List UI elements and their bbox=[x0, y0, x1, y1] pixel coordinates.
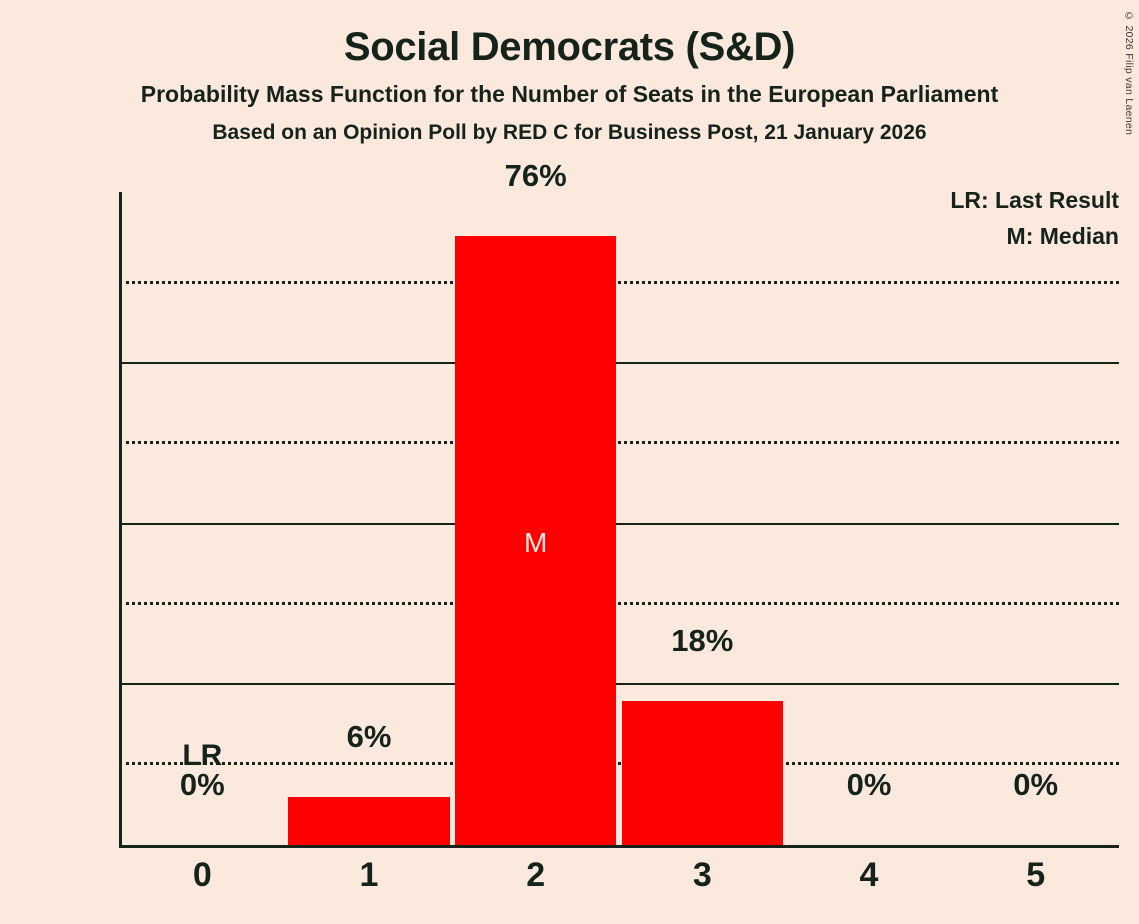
page-title: Social Democrats (S&D) bbox=[343, 25, 796, 69]
plot-area: 20%40%60%0%LR6%76%M18%0%0% bbox=[119, 158, 1119, 848]
bar-seat-1 bbox=[288, 796, 450, 845]
last-result-marker: LR bbox=[182, 738, 223, 772]
title-block: Social Democrats (S&D) Probability Mass … bbox=[0, 0, 1139, 144]
gridline-major bbox=[119, 362, 1119, 365]
x-axis-tick-label-2: 2 bbox=[526, 856, 546, 894]
bar-value-label-3: 18% bbox=[671, 622, 734, 658]
gridline-minor bbox=[119, 761, 1119, 765]
x-axis-tick-label-4: 4 bbox=[859, 856, 879, 894]
bar-value-label-0: 0% bbox=[179, 767, 225, 802]
bar-value-label-2: 76% bbox=[504, 158, 567, 194]
copyright-notice: © 2026 Filip van Laenen bbox=[1123, 10, 1135, 136]
chart-legend: LR: Last Result M: Median bbox=[950, 183, 1119, 254]
bar-value-label-5: 0% bbox=[1013, 767, 1059, 802]
chart-subtitle: Probability Mass Function for the Number… bbox=[140, 81, 999, 107]
bar-seat-2 bbox=[454, 236, 617, 845]
bar-value-label-1: 6% bbox=[346, 718, 392, 754]
legend-item-last-result: LR: Last Result bbox=[950, 187, 1119, 213]
gridline-minor bbox=[119, 281, 1119, 285]
bar-seat-3 bbox=[621, 700, 784, 845]
gridline-minor bbox=[119, 601, 1119, 605]
x-axis-tick-label-3: 3 bbox=[692, 856, 712, 894]
chart-source: Based on an Opinion Poll by RED C for Bu… bbox=[212, 121, 927, 145]
median-marker: M bbox=[523, 526, 548, 558]
y-axis-line bbox=[119, 192, 122, 848]
gridline-major bbox=[119, 682, 1119, 685]
bar-value-label-4: 0% bbox=[846, 767, 892, 802]
legend-item-median: M: Median bbox=[1006, 222, 1119, 249]
gridline-major bbox=[119, 522, 1119, 525]
gridline-minor bbox=[119, 441, 1119, 445]
x-axis-tick-label-1: 1 bbox=[359, 856, 379, 894]
x-axis-tick-label-5: 5 bbox=[1026, 856, 1046, 894]
x-axis-tick-label-0: 0 bbox=[192, 856, 212, 894]
x-axis-line bbox=[119, 845, 1119, 848]
